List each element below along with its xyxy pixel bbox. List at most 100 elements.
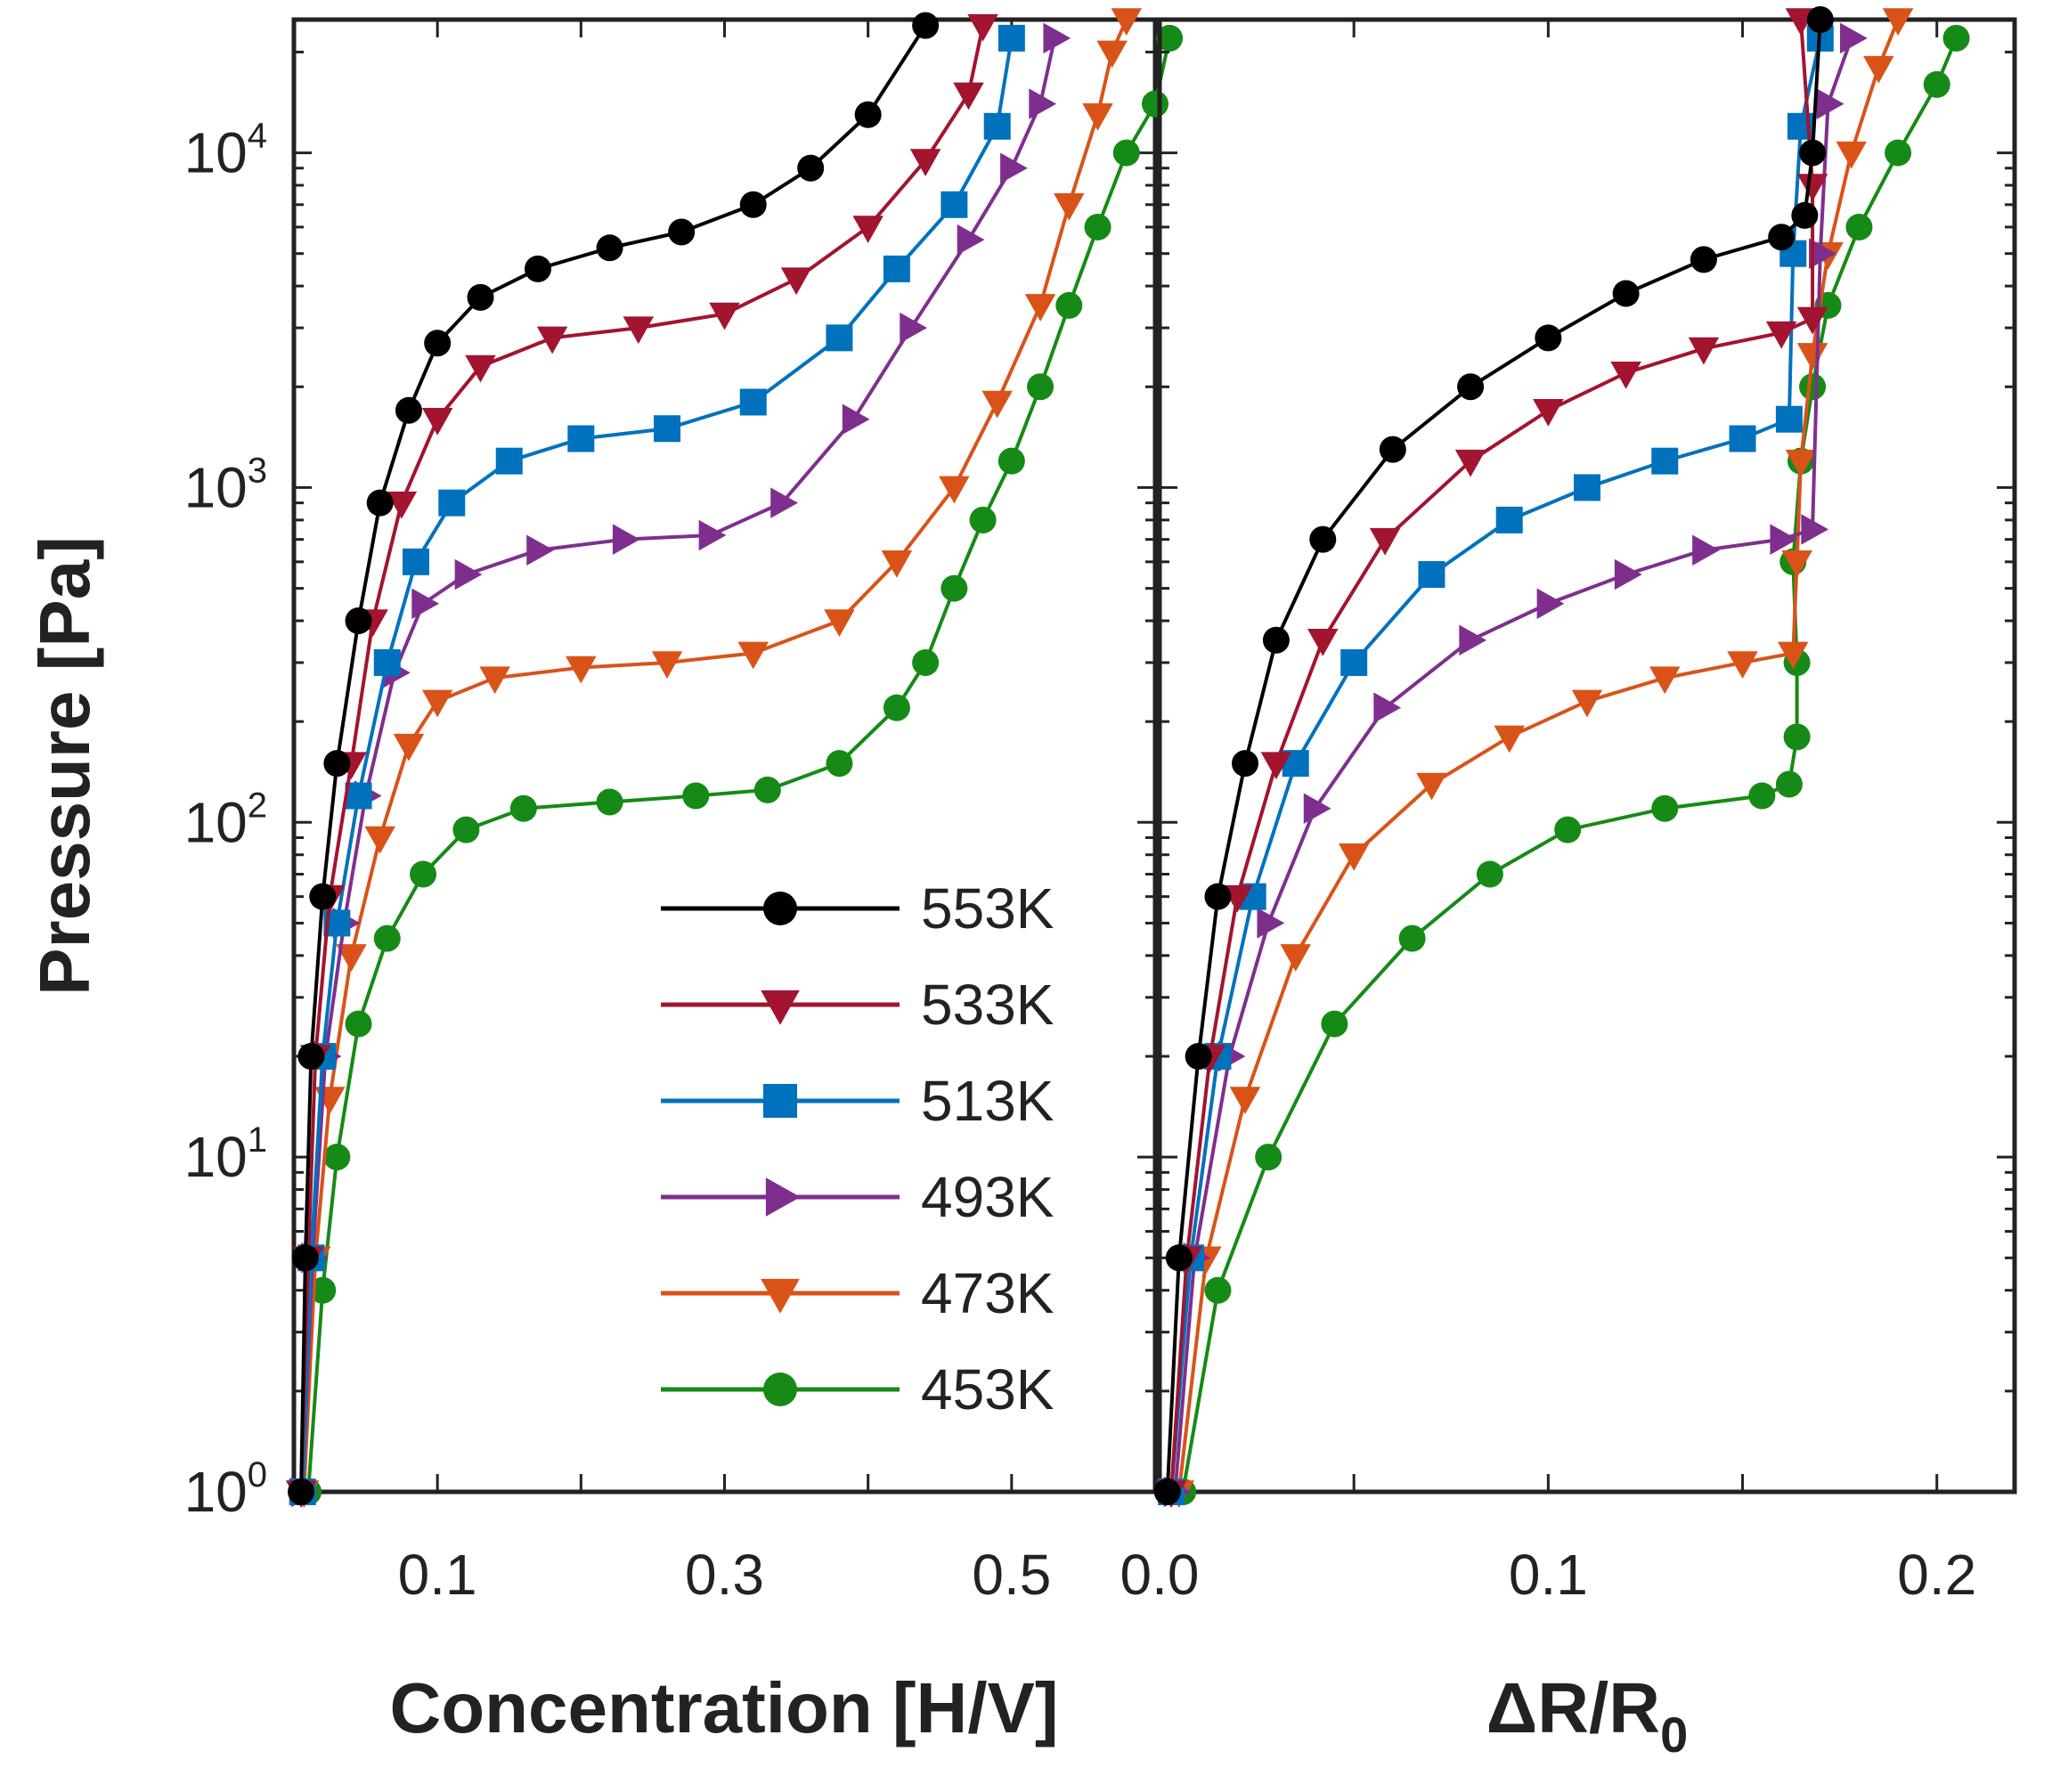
- panel-resistance-x-tick-labels: 0.0 0.1 0.2: [1120, 1543, 1977, 1607]
- data-point-473k: [881, 550, 913, 578]
- data-point-513k: [1651, 447, 1679, 475]
- y-tick-label: 100: [184, 1455, 267, 1524]
- legend-marker: [763, 1084, 797, 1118]
- x-axis-title-resistance-main: ΔR/R: [1486, 1668, 1660, 1747]
- x-tick-label: 0.3: [685, 1543, 764, 1607]
- data-point-473k: [421, 689, 453, 718]
- data-point-453k: [1783, 723, 1811, 751]
- y-tick-exponent: 2: [248, 786, 267, 825]
- data-point-513k: [940, 191, 968, 218]
- data-point-553k: [1153, 1478, 1181, 1505]
- data-point-473k: [1796, 343, 1828, 371]
- data-point-533k: [1307, 629, 1339, 656]
- data-point-473k: [939, 476, 970, 504]
- data-point-473k: [824, 609, 855, 637]
- data-point-553k: [668, 218, 696, 246]
- data-point-473k: [1338, 843, 1370, 871]
- legend-entry-453k: 453K: [661, 1357, 1054, 1421]
- panel-resistance: 0.0 0.1 0.2 ΔR/R0: [1120, 6, 2017, 1763]
- data-point-533k: [1796, 306, 1828, 335]
- data-point-553k: [912, 12, 940, 39]
- data-point-493k: [612, 524, 640, 555]
- data-point-453k: [509, 794, 537, 822]
- data-point-473k: [1571, 689, 1603, 718]
- data-point-473k: [737, 641, 769, 670]
- data-point-553k: [1457, 373, 1485, 401]
- data-point-453k: [1142, 90, 1168, 118]
- data-point-553k: [1262, 626, 1290, 654]
- data-point-553k: [366, 489, 394, 517]
- data-point-453k: [1923, 70, 1950, 98]
- data-point-533k: [1688, 337, 1720, 365]
- data-point-553k: [424, 330, 452, 357]
- data-point-453k: [452, 816, 480, 843]
- data-point-553k: [596, 234, 623, 262]
- y-tick-base: 10: [184, 455, 248, 519]
- data-point-553k: [291, 1244, 319, 1272]
- y-tick-base: 10: [184, 121, 248, 185]
- series-513k: [289, 24, 1025, 1505]
- data-point-513k: [983, 112, 1011, 140]
- legend-marker: [761, 990, 800, 1025]
- data-point-453k: [596, 788, 623, 816]
- data-point-473k: [1781, 550, 1812, 578]
- data-point-493k: [1029, 88, 1057, 119]
- panel-concentration-x-tick-labels: 0.1 0.3 0.5: [398, 1543, 1052, 1607]
- data-point-513k: [998, 24, 1025, 52]
- data-point-453k: [682, 782, 710, 810]
- data-point-453k: [1084, 213, 1112, 240]
- data-point-493k: [1459, 624, 1487, 656]
- x-tick-label: 0.5: [972, 1543, 1051, 1607]
- data-point-553k: [1791, 201, 1819, 229]
- data-point-453k: [1799, 373, 1827, 401]
- data-point-533k: [852, 216, 884, 243]
- data-point-453k: [753, 776, 781, 803]
- data-point-533k: [421, 407, 453, 436]
- y-tick-label: 101: [184, 1120, 267, 1189]
- data-point-453k: [1748, 782, 1776, 810]
- data-point-533k: [1796, 174, 1828, 201]
- data-point-513k: [826, 324, 853, 352]
- y-tick-exponent: 3: [248, 451, 267, 490]
- data-point-493k: [1257, 908, 1285, 939]
- panel-resistance-ticks: [1158, 20, 2015, 1494]
- data-point-473k: [1863, 55, 1894, 84]
- legend-label: 493K: [921, 1165, 1054, 1229]
- data-point-553k: [323, 750, 351, 778]
- data-point-453k: [410, 860, 437, 888]
- series-line-493k: [300, 37, 1057, 1493]
- legend-label: 513K: [921, 1069, 1054, 1133]
- data-point-533k: [1369, 527, 1401, 556]
- data-point-493k: [1809, 238, 1836, 269]
- data-point-453k: [1775, 770, 1803, 798]
- data-point-453k: [826, 750, 853, 778]
- data-point-493k: [1801, 514, 1829, 545]
- data-point-473k: [1785, 449, 1817, 477]
- x-tick-label: 0.2: [1897, 1543, 1976, 1607]
- data-point-493k: [454, 558, 483, 591]
- y-tick-label: 103: [184, 451, 267, 519]
- data-point-473k: [1280, 944, 1311, 972]
- data-point-493k: [1043, 22, 1071, 54]
- legend-label: 553K: [921, 876, 1054, 941]
- data-point-473k: [1727, 651, 1758, 679]
- x-axis-title-concentration: Concentration [H/V]: [389, 1668, 1058, 1747]
- data-point-453k: [373, 925, 401, 952]
- data-point-553k: [1204, 883, 1232, 910]
- data-point-513k: [1418, 561, 1445, 589]
- data-point-493k: [1614, 558, 1642, 591]
- data-point-553k: [1309, 525, 1337, 553]
- data-point-553k: [1690, 246, 1717, 273]
- data-point-453k: [883, 694, 910, 721]
- data-point-473k: [651, 651, 683, 679]
- data-point-453k: [1885, 139, 1912, 167]
- data-point-553k: [1799, 139, 1827, 167]
- data-point-493k: [698, 519, 727, 551]
- data-point-553k: [739, 191, 767, 218]
- legend-label: 453K: [921, 1357, 1054, 1421]
- data-point-473k: [1836, 141, 1867, 169]
- panel-concentration: 0.1 0.3 0.5 Concentration [H/V] 553K 533K 51…: [285, 8, 1184, 1747]
- data-point-513k: [654, 415, 681, 443]
- data-point-493k: [1839, 22, 1868, 54]
